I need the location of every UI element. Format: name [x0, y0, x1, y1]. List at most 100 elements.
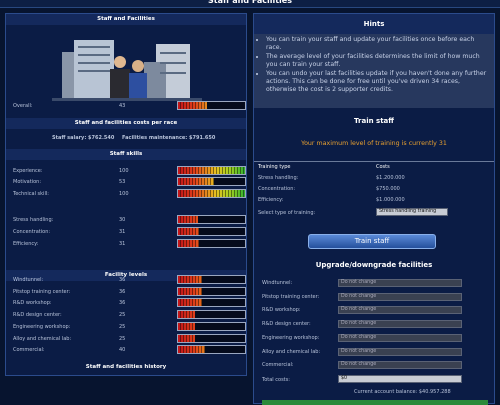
- facility-select[interactable]: Do not change: [338, 306, 462, 315]
- column-header: Training type: [258, 164, 291, 170]
- facility-label: Commercial:: [262, 362, 294, 369]
- row-label: Commercial:: [13, 347, 45, 354]
- level-fill: [178, 216, 199, 223]
- training-cell: $1.200.000: [376, 175, 405, 181]
- training-cell: $1.000.000: [376, 197, 405, 203]
- facility-select[interactable]: Do not change: [338, 320, 462, 329]
- facility-select[interactable]: Do not change: [338, 279, 462, 287]
- total-label: Total costs:: [262, 377, 290, 383]
- level-bar: [177, 239, 246, 248]
- training-select[interactable]: Stress handling training: [376, 208, 448, 216]
- row-label: Engineering workshop:: [13, 323, 71, 330]
- overall-value: 43: [119, 103, 126, 109]
- hint: The average level of your facilities det…: [266, 53, 490, 69]
- left-panel: Staff and Facilities Overall: 43 Staff a…: [5, 13, 247, 376]
- level-fill: [178, 311, 195, 319]
- training-cell: Stress handling:: [258, 175, 299, 181]
- section-header: Staff and Facilities: [6, 14, 246, 25]
- level-bar: [177, 189, 246, 198]
- training-cell: Concentration:: [258, 186, 296, 192]
- row-label: Windtunnel:: [13, 277, 44, 283]
- divider: [254, 161, 494, 162]
- row-value: 30: [119, 217, 126, 223]
- facility-select[interactable]: Do not change: [338, 347, 462, 356]
- confirm-bar: [262, 400, 488, 405]
- salary: Staff salary: $762.540: [52, 135, 115, 141]
- row-label: Efficiency:: [13, 241, 39, 247]
- level-fill: [178, 190, 245, 197]
- facility-select[interactable]: Do not change: [338, 361, 462, 370]
- level-bar: [177, 177, 246, 186]
- max-training: Your maximum level of training is curren…: [301, 140, 447, 147]
- level-bar: [177, 321, 246, 331]
- level-bar: [177, 298, 246, 308]
- column-header: Costs: [376, 164, 390, 170]
- row-value: 25: [119, 323, 126, 330]
- right-panel: Hints You can train your staff and updat…: [253, 13, 495, 405]
- row-value: 36: [119, 288, 126, 295]
- level-fill: [178, 102, 208, 109]
- level-bar: [177, 101, 246, 110]
- section-header: Staff skills: [6, 149, 246, 160]
- level-bar: [177, 227, 246, 236]
- level-bar: [177, 215, 246, 224]
- training-cell: $750.000: [376, 186, 400, 192]
- section-header: Staff and facilities costs per race: [6, 118, 246, 129]
- section-header: Train staff: [354, 117, 394, 125]
- level-bar: [177, 166, 246, 175]
- section-header: Facility levels: [6, 270, 246, 281]
- level-fill: [178, 178, 215, 185]
- staff-illustration: [52, 40, 202, 101]
- facility-select[interactable]: Do not change: [338, 292, 462, 301]
- section-header: Hints: [254, 14, 494, 34]
- section-header: Staff and facilities history: [85, 364, 167, 370]
- row-label: Technical skill:: [13, 191, 49, 197]
- row-label: R&D design center:: [13, 312, 62, 319]
- facility-label: R&D workshop:: [262, 307, 301, 314]
- hint: You can undo your last facilities update…: [266, 70, 490, 94]
- facility-label: Windtunnel:: [262, 280, 293, 286]
- training-cell: Efficiency:: [258, 197, 284, 203]
- page-title: Staff and Facilities: [0, 0, 500, 8]
- row-label: Motivation:: [13, 179, 42, 185]
- row-value: 40: [119, 347, 126, 354]
- row-label: R&D workshop:: [13, 300, 52, 307]
- level-fill: [178, 228, 200, 235]
- hints-box: You can train your staff and update your…: [254, 34, 494, 108]
- row-label: Stress handling:: [13, 217, 54, 223]
- total-value: $0: [338, 375, 462, 383]
- section-header: Upgrade/downgrade facilities: [315, 261, 433, 269]
- row-label: Alloy and chemical lab:: [13, 335, 72, 342]
- row-label: Concentration:: [13, 229, 51, 235]
- balance: Current account balance: $40.957.288: [354, 389, 451, 395]
- row-value: 36: [119, 300, 126, 307]
- row-value: 53: [119, 179, 126, 185]
- row-value: 100: [119, 168, 129, 174]
- row-value: 31: [119, 241, 126, 247]
- facility-label: R&D design center:: [262, 321, 311, 328]
- level-fill: [178, 346, 206, 354]
- row-value: 31: [119, 229, 126, 235]
- level-fill: [178, 322, 195, 330]
- row-label: Experience:: [13, 168, 43, 174]
- facility-label: Pitstop training center:: [262, 293, 320, 300]
- row-value: 25: [119, 335, 126, 342]
- maintenance: Facilities maintenance: $791.650: [122, 135, 216, 141]
- level-fill: [178, 240, 200, 247]
- train-button[interactable]: Train staff: [308, 234, 436, 249]
- level-bar: [177, 333, 246, 343]
- overall-label: Overall:: [13, 103, 33, 109]
- row-value: 100: [119, 191, 129, 197]
- level-bar: [177, 345, 246, 355]
- hint: You can train your staff and update your…: [266, 36, 490, 52]
- facility-select[interactable]: Do not change: [338, 333, 462, 342]
- level-fill: [178, 276, 203, 283]
- row-label: Pitstop training center:: [13, 288, 71, 295]
- select-label: Select type of training:: [258, 210, 316, 216]
- level-bar: [177, 275, 246, 284]
- level-bar: [177, 286, 246, 296]
- level-fill: [178, 334, 195, 342]
- row-value: 36: [119, 277, 126, 283]
- facility-label: Alloy and chemical lab:: [262, 348, 321, 355]
